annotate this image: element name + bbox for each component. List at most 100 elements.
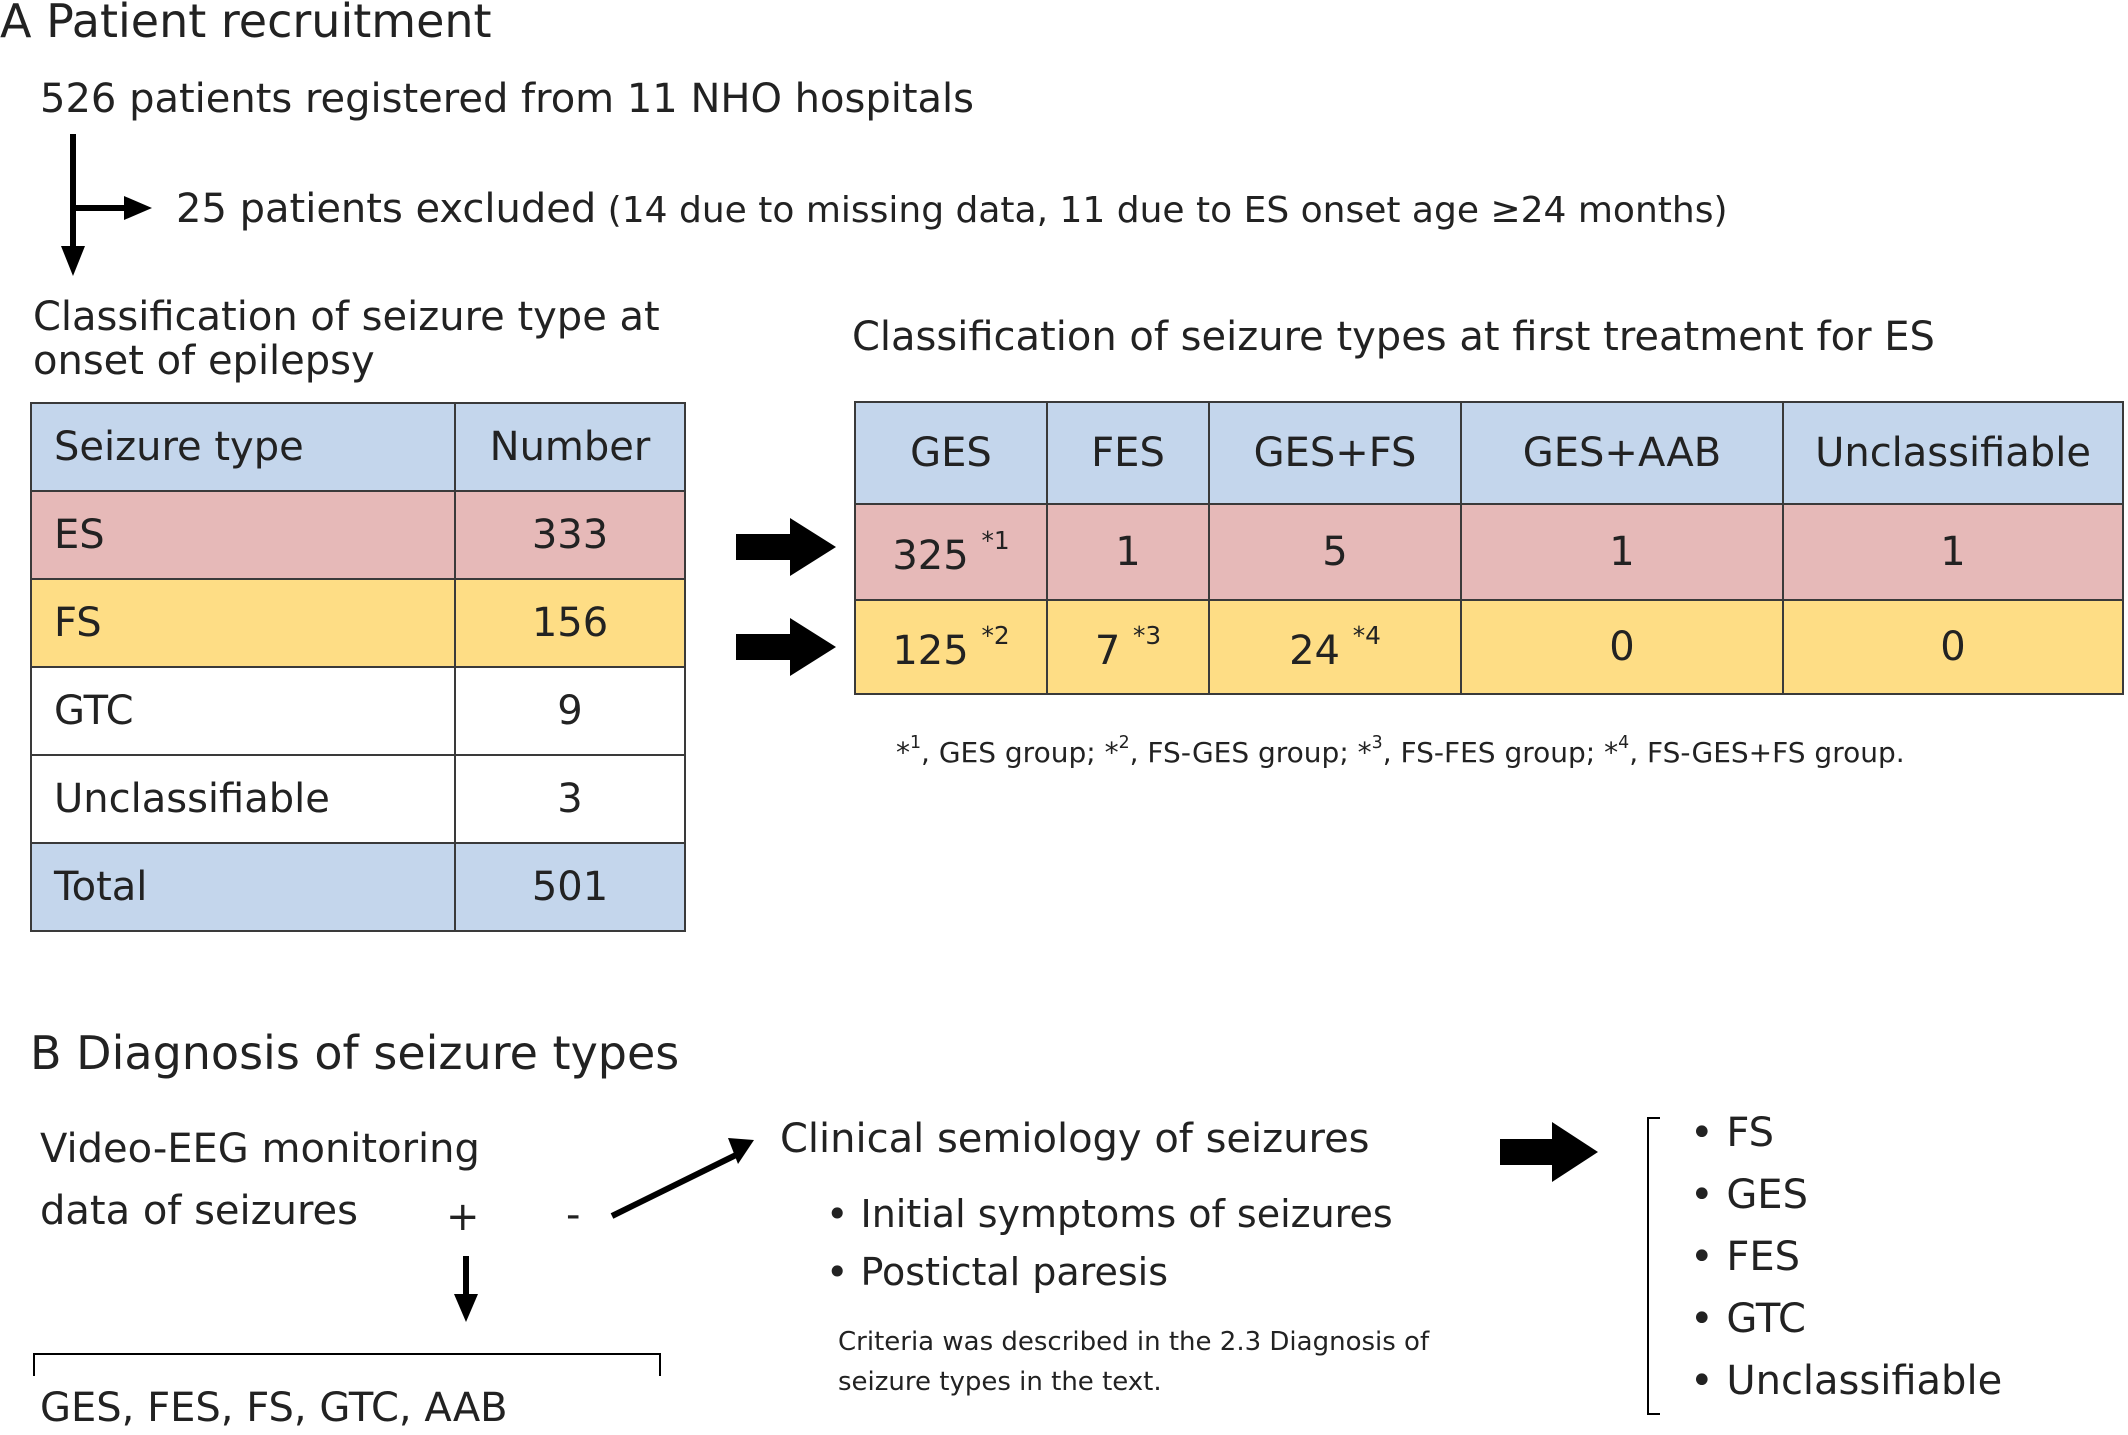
bullet-icon: • xyxy=(1690,1172,1727,1218)
list-item: • GTC xyxy=(1690,1288,2002,1350)
onset-seizure-table: Seizure type Number ES 333 FS 156 GTC 9 … xyxy=(30,402,686,932)
eeg-result-bracket xyxy=(33,1353,661,1376)
table-header-row: Seizure type Number xyxy=(30,402,686,492)
list-item: • FES xyxy=(1690,1226,2002,1288)
footnote-text: , FS-FES group; xyxy=(1382,735,1605,769)
cell-note: *1 xyxy=(981,525,1010,555)
value-cell: 125 *2 xyxy=(854,599,1048,695)
table-row: 125 *2 7 *3 24 *4 0 0 xyxy=(854,599,2124,695)
cell-note: *3 xyxy=(1132,620,1162,650)
header-fes: FES xyxy=(1046,401,1210,505)
value-cell: 1 xyxy=(1046,503,1210,601)
positive-sign: + xyxy=(446,1194,480,1240)
fat-arrow-icon-result xyxy=(1500,1122,1598,1182)
onset-heading-line-2: onset of epilepsy xyxy=(33,338,375,384)
positive-result-arrow xyxy=(454,1256,478,1322)
cell-value: 7 xyxy=(1094,627,1121,674)
bullet-icon: • xyxy=(826,1250,861,1294)
table-row: Total 501 xyxy=(30,842,686,932)
footnote-sup: 4 xyxy=(1618,733,1630,753)
header-unclassifiable: Unclassifiable xyxy=(1782,401,2124,505)
semiology-item-text: Initial symptoms of seizures xyxy=(860,1192,1393,1236)
result-item-text: Unclassifiable xyxy=(1726,1358,2003,1404)
semiology-list-item: • Initial symptoms of seizures xyxy=(826,1192,1393,1236)
list-item: • GES xyxy=(1690,1164,2002,1226)
criteria-line-2: seizure types in the text. xyxy=(838,1367,1162,1397)
bullet-icon: • xyxy=(1690,1234,1727,1280)
footnote-text: , FS-GES+FS group. xyxy=(1629,735,1905,769)
section-a-title: A Patient recruitment xyxy=(0,0,492,48)
result-item-text: FES xyxy=(1726,1234,1800,1280)
treatment-classification-heading: Classification of seizure types at first… xyxy=(852,314,1935,360)
number-cell: 3 xyxy=(454,754,686,844)
semiology-item-text: Postictal paresis xyxy=(860,1250,1169,1294)
footnotes: *1, GES group; *2, FS-GES group; *3, FS-… xyxy=(896,733,1905,769)
seizure-type-cell: Total xyxy=(30,842,456,932)
registered-patients-text: 526 patients registered from 11 NHO hosp… xyxy=(40,76,974,122)
flow-down-arrow xyxy=(61,134,85,276)
bullet-icon: • xyxy=(826,1192,861,1236)
value-cell: 24 *4 xyxy=(1208,599,1462,695)
header-number: Number xyxy=(454,402,686,492)
seizure-type-cell: GTC xyxy=(30,666,456,756)
table-row: ES 333 xyxy=(30,490,686,580)
value-cell: 325 *1 xyxy=(854,503,1048,601)
fat-arrow-icon-fs xyxy=(736,618,836,676)
onset-heading-line-1: Classification of seizure type at xyxy=(33,294,660,340)
cell-note: *4 xyxy=(1352,620,1381,650)
value-cell: 5 xyxy=(1208,503,1462,601)
value-cell: 7 *3 xyxy=(1046,599,1210,695)
result-type-list: • FS • GES • FES • GTC • Unclassifiable xyxy=(1690,1102,2002,1412)
criteria-note: Criteria was described in the 2.3 Diagno… xyxy=(838,1322,1429,1402)
list-item: • Unclassifiable xyxy=(1690,1350,2002,1412)
criteria-line-1: Criteria was described in the 2.3 Diagno… xyxy=(838,1327,1430,1357)
table-row: Unclassifiable 3 xyxy=(30,754,686,844)
video-eeg-line-2: data of seizures xyxy=(40,1188,359,1234)
number-cell: 333 xyxy=(454,490,686,580)
footnote-mark: * xyxy=(1104,735,1119,769)
negative-result-arrow xyxy=(610,1138,754,1219)
header-ges: GES xyxy=(854,401,1048,505)
excluded-count-text: 25 patients excluded xyxy=(176,186,597,232)
header-seizure-type: Seizure type xyxy=(30,402,456,492)
value-cell: 0 xyxy=(1460,599,1784,695)
number-cell: 9 xyxy=(454,666,686,756)
treatment-seizure-table: GES FES GES+FS GES+AAB Unclassifiable 32… xyxy=(854,401,2124,695)
semiology-list-item: • Postictal paresis xyxy=(826,1250,1168,1294)
cell-value: 325 xyxy=(892,532,969,579)
exclusion-arrow xyxy=(73,196,152,220)
seizure-type-cell: FS xyxy=(30,578,456,668)
footnote-mark: * xyxy=(1357,735,1372,769)
result-list-bracket xyxy=(1647,1117,1660,1415)
section-b-title: B Diagnosis of seizure types xyxy=(30,1026,680,1080)
header-ges-aab: GES+AAB xyxy=(1460,401,1784,505)
negative-sign: - xyxy=(566,1192,581,1238)
bullet-icon: • xyxy=(1690,1296,1727,1342)
result-item-text: GES xyxy=(1726,1172,1808,1218)
fat-arrow-icon-es xyxy=(736,518,836,576)
table-row: 325 *1 1 5 1 1 xyxy=(854,503,2124,601)
number-cell: 156 xyxy=(454,578,686,668)
onset-classification-heading: Classification of seizure type at onset … xyxy=(33,294,660,384)
footnote-sup: 3 xyxy=(1371,733,1383,753)
semiology-title: Clinical semiology of seizures xyxy=(780,1116,1370,1162)
result-item-text: GTC xyxy=(1726,1296,1806,1342)
excluded-detail-text: (14 due to missing data, 11 due to ES on… xyxy=(596,190,1728,231)
footnote-text: , FS-GES group; xyxy=(1129,735,1358,769)
footnote-mark: * xyxy=(1604,735,1619,769)
list-item: • FS xyxy=(1690,1102,2002,1164)
eeg-result-types: GES, FES, FS, GTC, AAB xyxy=(40,1385,508,1431)
result-item-text: FS xyxy=(1726,1110,1775,1156)
header-ges-fs: GES+FS xyxy=(1208,401,1462,505)
footnote-mark: * xyxy=(896,735,910,769)
seizure-type-cell: Unclassifiable xyxy=(30,754,456,844)
footnote-sup: 2 xyxy=(1118,733,1130,753)
value-cell: 1 xyxy=(1460,503,1784,601)
bullet-icon: • xyxy=(1690,1110,1727,1156)
seizure-type-cell: ES xyxy=(30,490,456,580)
number-cell: 501 xyxy=(454,842,686,932)
value-cell: 0 xyxy=(1782,599,2124,695)
cell-note: *2 xyxy=(981,620,1010,650)
bullet-icon: • xyxy=(1690,1358,1727,1404)
